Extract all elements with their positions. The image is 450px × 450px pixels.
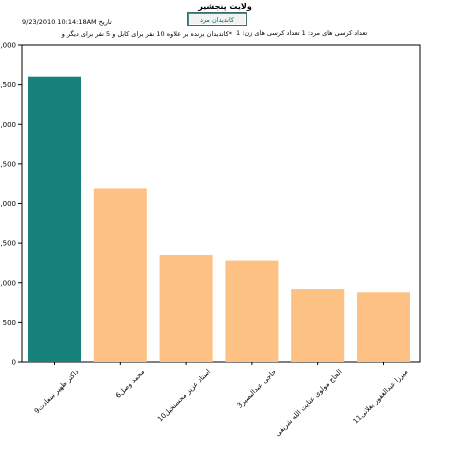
winners-info: *کاندیدان برنده بر علاوه 10 نفر برای کاب… bbox=[61, 30, 232, 38]
x-tick-label: 6محمد وصل bbox=[114, 368, 146, 400]
y-tick-label: 500 bbox=[3, 319, 16, 327]
y-tick-label: 2,500 bbox=[0, 160, 16, 168]
chart-title: ولایت پنجشیر bbox=[198, 2, 252, 11]
x-tick-label: 3حاجی عبدالبصیر bbox=[236, 368, 278, 410]
y-tick-label: 2,000 bbox=[0, 200, 16, 208]
bar bbox=[93, 188, 147, 362]
x-tick-label: 9داکتر ظهیر سعادت bbox=[33, 368, 80, 415]
y-tick-label: 0 bbox=[12, 359, 16, 367]
x-tick-label: 10استاد عزیز محسنخیل bbox=[156, 368, 212, 424]
seats-info: تعداد کرسی های مرد: 1 تعداد کرسی های زن:… bbox=[236, 29, 368, 37]
bar bbox=[28, 76, 81, 362]
bar bbox=[291, 289, 345, 362]
bar bbox=[159, 255, 213, 362]
y-tick-label: 1,500 bbox=[0, 240, 16, 248]
y-tick-label: 3,000 bbox=[0, 121, 16, 129]
x-tick-label: الحاج مولوی عنایت الله شریفی bbox=[273, 368, 343, 438]
bar bbox=[357, 292, 410, 362]
y-tick-label: 4,000 bbox=[0, 42, 16, 50]
y-tick-label: 1,000 bbox=[0, 279, 16, 287]
x-tick-label: 11میرزا عبدالغفور بغلانی bbox=[352, 368, 410, 426]
date-label: 9/23/2010 10:14:18AM تاریخ bbox=[22, 18, 112, 26]
bar bbox=[225, 260, 279, 362]
y-tick-label: 3,500 bbox=[0, 81, 16, 89]
candidates-male-tab[interactable]: کاندیدان مرد bbox=[187, 12, 247, 26]
